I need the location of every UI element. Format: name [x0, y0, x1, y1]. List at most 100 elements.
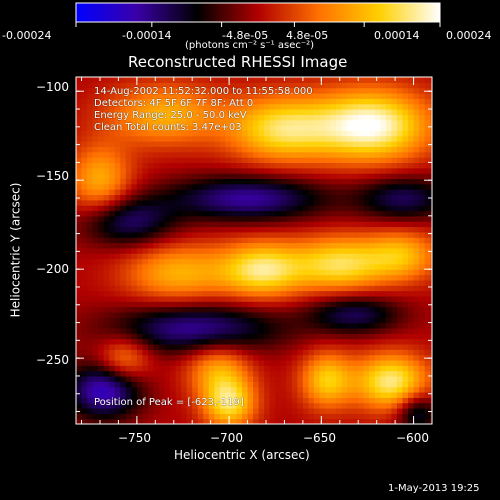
heatmap-cell: [385, 77, 393, 83]
heatmap-cell: [181, 109, 188, 115]
heatmap-cell: [181, 178, 188, 185]
heatmap-cell: [230, 157, 238, 164]
heatmap-cell: [308, 178, 315, 185]
heatmap-cell: [385, 263, 393, 270]
heatmap-cell: [369, 317, 376, 324]
heatmap-cell: [170, 418, 177, 424]
heatmap-cell: [286, 178, 293, 185]
heatmap-cell: [120, 290, 127, 297]
heatmap-cell: [114, 135, 121, 142]
heatmap-cell: [352, 215, 359, 222]
heatmap-cell: [81, 418, 88, 424]
heatmap-cell: [225, 322, 232, 329]
heatmap-cell: [280, 370, 287, 377]
heatmap-cell: [186, 263, 193, 270]
heatmap-cell: [214, 253, 221, 260]
heatmap-cell: [308, 151, 315, 158]
heatmap-cell: [109, 253, 116, 260]
heatmap-cell: [419, 237, 426, 244]
heatmap-cell: [230, 125, 238, 131]
heatmap-cell: [114, 125, 121, 131]
heatmap-cell: [396, 418, 404, 424]
heatmap-cell: [374, 226, 381, 233]
heatmap-cell: [419, 167, 426, 174]
heatmap-cell: [230, 231, 238, 238]
heatmap-cell: [336, 311, 343, 318]
heatmap-cell: [192, 82, 199, 89]
heatmap-cell: [114, 407, 121, 414]
heatmap-cell: [319, 317, 326, 324]
heatmap-cell: [214, 285, 221, 292]
heatmap-cell: [297, 146, 304, 153]
heatmap-cell: [208, 359, 215, 366]
heatmap-cell: [313, 327, 321, 334]
heatmap-cell: [430, 205, 432, 212]
heatmap-cell: [347, 386, 354, 393]
heatmap-cell: [136, 343, 143, 350]
heatmap-cell: [208, 311, 215, 318]
heatmap-cell: [286, 162, 293, 169]
heatmap-cell: [408, 274, 415, 281]
heatmap-cell: [114, 103, 121, 110]
heatmap-cell: [159, 301, 166, 308]
heatmap-cell: [336, 317, 343, 324]
heatmap-cell: [369, 231, 376, 238]
heatmap-cell: [109, 194, 116, 201]
heatmap-cell: [136, 189, 143, 196]
heatmap-cell: [302, 269, 310, 276]
heatmap-cell: [87, 381, 94, 388]
heatmap-cell: [230, 285, 238, 292]
heatmap-cell: [385, 375, 393, 382]
heatmap-cell: [153, 226, 160, 233]
heatmap-cell: [208, 98, 215, 105]
heatmap-cell: [363, 407, 370, 414]
heatmap-cell: [380, 253, 387, 260]
heatmap-cell: [175, 87, 182, 94]
heatmap-cell: [286, 343, 293, 350]
heatmap-cell: [302, 242, 310, 249]
heatmap-cell: [302, 301, 310, 308]
heatmap-cell: [336, 253, 343, 260]
heatmap-cell: [181, 93, 188, 99]
heatmap-cell: [242, 413, 249, 420]
heatmap-cell: [109, 135, 116, 142]
heatmap-cell: [103, 279, 110, 286]
heatmap-cell: [192, 343, 199, 350]
heatmap-cell: [380, 82, 387, 89]
heatmap-cell: [181, 87, 188, 94]
heatmap-cell: [76, 77, 83, 83]
heatmap-cell: [181, 322, 188, 329]
heatmap-cell: [291, 135, 298, 142]
heatmap-cell: [103, 333, 110, 340]
heatmap-cell: [286, 354, 293, 361]
heatmap-cell: [313, 247, 321, 254]
heatmap-cell: [286, 413, 293, 420]
heatmap-cell: [159, 215, 166, 222]
heatmap-cell: [192, 263, 199, 270]
heatmap-cell: [258, 226, 265, 233]
heatmap-cell: [374, 263, 381, 270]
heatmap-cell: [203, 269, 210, 276]
heatmap-cell: [430, 354, 432, 361]
heatmap-cell: [98, 418, 105, 424]
heatmap-cell: [297, 269, 304, 276]
heatmap-cell: [313, 146, 321, 153]
heatmap-cell: [253, 77, 260, 83]
heatmap-cell: [181, 258, 188, 265]
heatmap-cell: [424, 279, 431, 286]
heatmap-cell: [253, 189, 260, 196]
heatmap-cell: [87, 87, 94, 94]
heatmap-cell: [103, 359, 110, 366]
heatmap-cell: [131, 151, 138, 158]
heatmap-cell: [208, 322, 215, 329]
heatmap-cell: [164, 205, 171, 212]
heatmap-cell: [242, 407, 249, 414]
heatmap-cell: [197, 253, 204, 260]
heatmap-cell: [164, 194, 171, 201]
heatmap-cell: [147, 269, 155, 276]
heatmap-cell: [380, 359, 387, 366]
heatmap-cell: [225, 349, 232, 356]
heatmap-cell: [402, 167, 409, 174]
heatmap-cell: [136, 391, 143, 398]
heatmap-cell: [114, 231, 121, 238]
